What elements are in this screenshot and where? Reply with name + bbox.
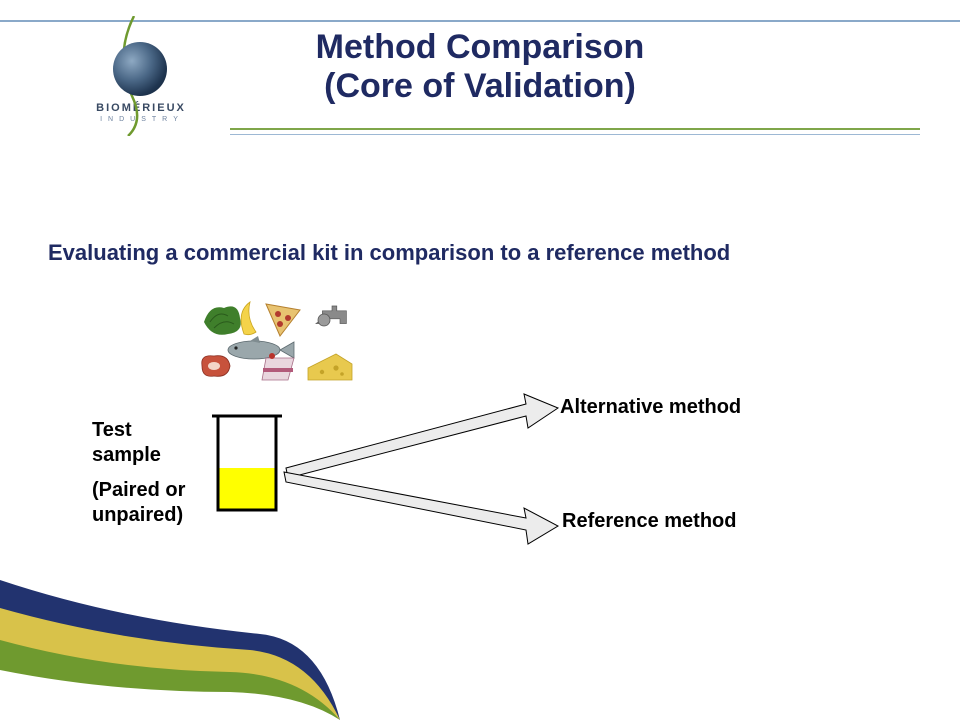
header-rule-blue [230, 134, 920, 135]
corner-wave-icon [0, 580, 340, 720]
beaker-icon [210, 410, 284, 518]
alternative-method-label: Alternative method [560, 396, 741, 419]
slide: BIOMÉRIEUX INDUSTRY Method Comparison (C… [0, 0, 960, 720]
title-line-2: (Core of Validation) [0, 67, 960, 106]
test-sample-line2: (Paired or unpaired) [92, 478, 202, 528]
header-rules [230, 128, 920, 135]
title-line-1: Method Comparison [0, 28, 960, 67]
slide-title: Method Comparison (Core of Validation) [0, 28, 960, 106]
split-arrows [276, 390, 576, 550]
subtitle-text: Evaluating a commercial kit in compariso… [48, 240, 730, 266]
header-rule-green [230, 128, 920, 130]
food-samples-icon [196, 298, 366, 386]
test-sample-line1: Test sample [92, 418, 202, 468]
reference-method-label: Reference method [562, 510, 737, 533]
test-sample-label: Test sample (Paired or unpaired) [92, 418, 202, 528]
